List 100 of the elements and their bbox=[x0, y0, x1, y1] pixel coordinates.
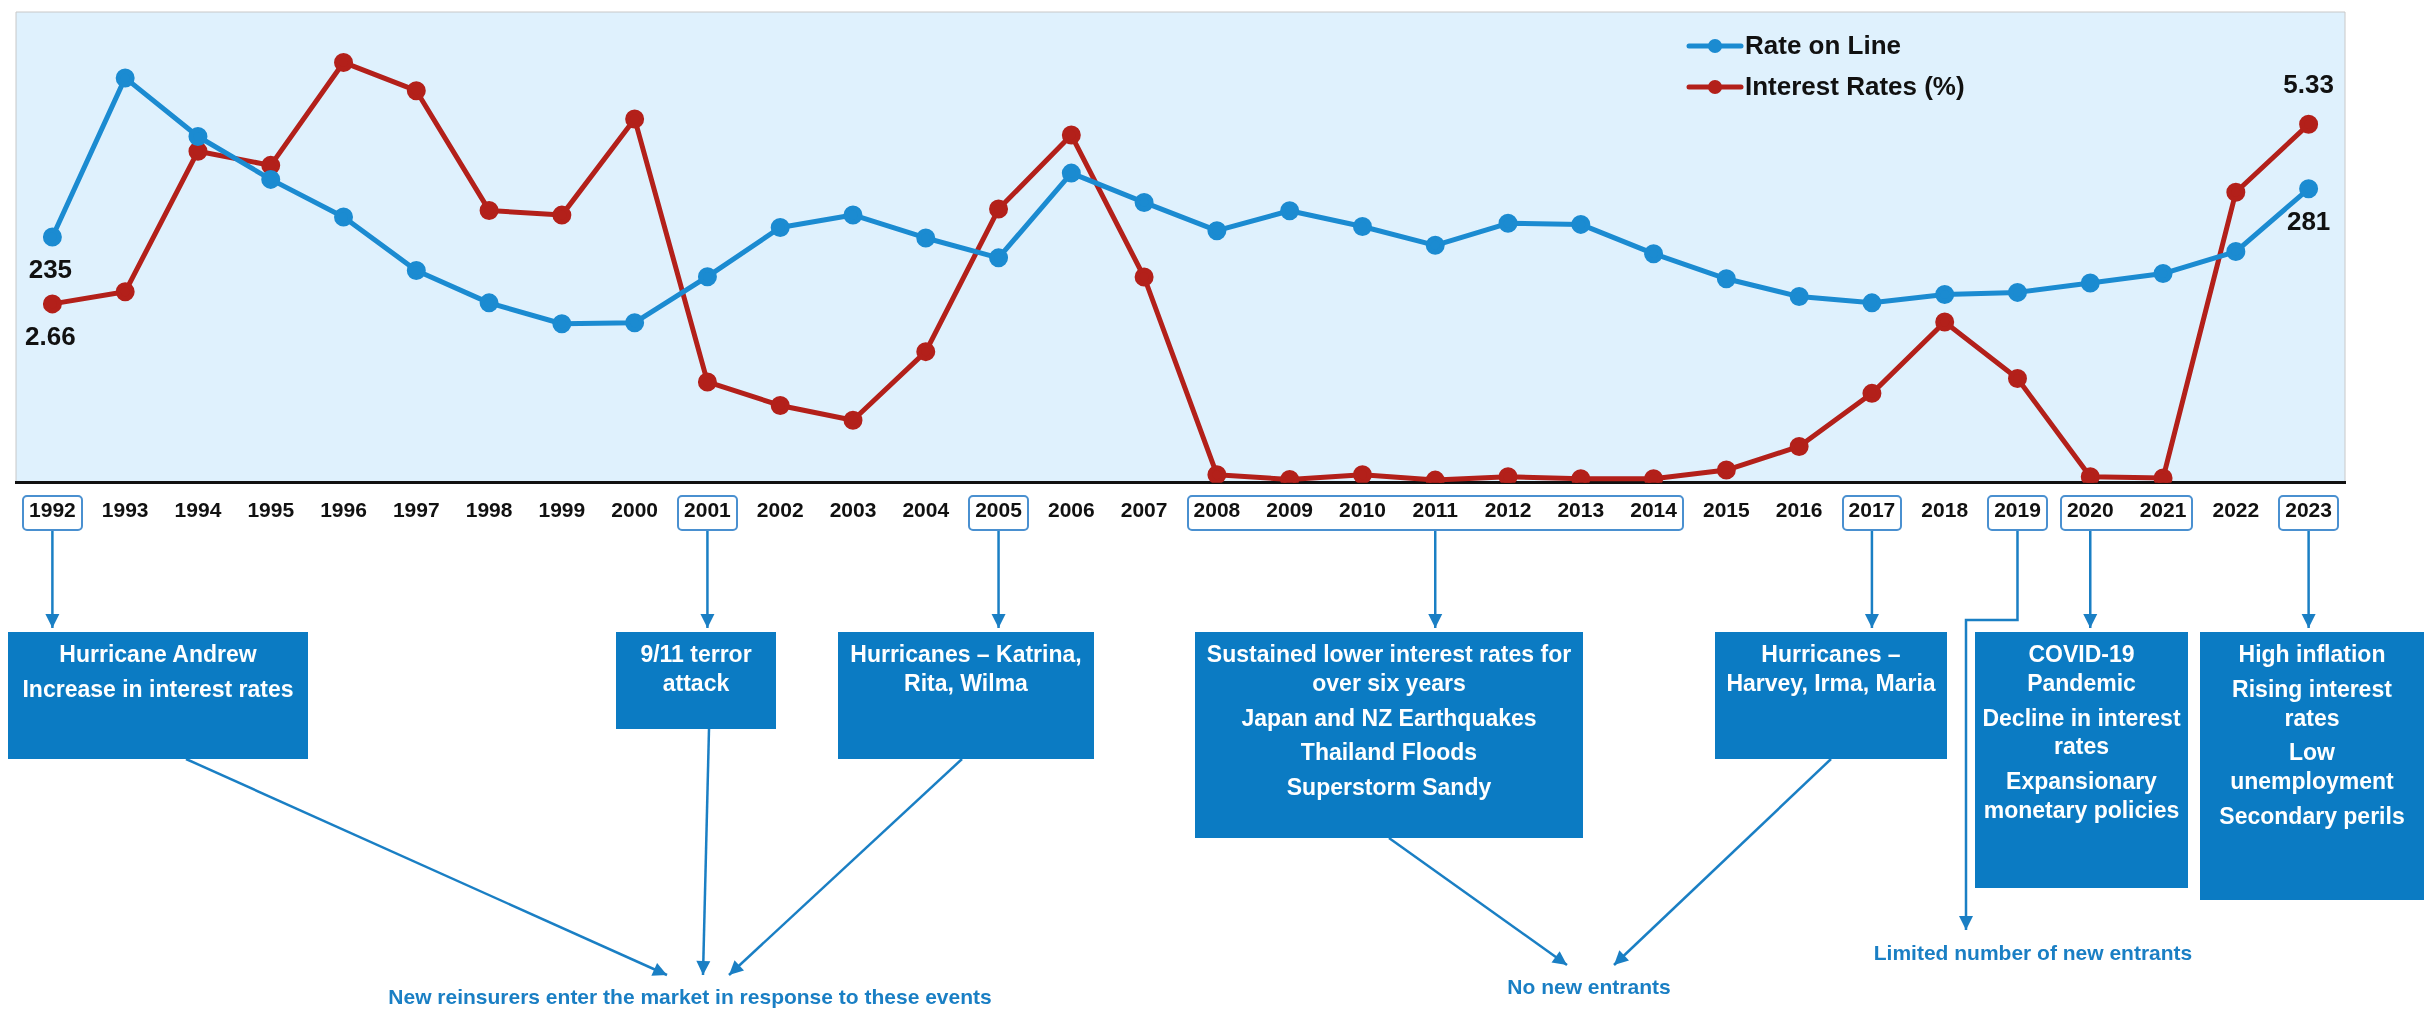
data-label: 281 bbox=[2286, 205, 2331, 236]
x-tick-label: 1997 bbox=[392, 498, 440, 522]
point bbox=[115, 68, 135, 88]
point bbox=[479, 200, 499, 220]
point bbox=[625, 109, 645, 129]
x-tick-label: 2021 bbox=[2139, 498, 2187, 522]
point bbox=[1789, 287, 1809, 307]
text: High inflation Rising interest rates Low unemployment Secondary perils bbox=[2218, 640, 2406, 831]
text: Sustained lower interest rates for over six years Japan and NZ Earthquakes Thailand Floods Superstorm Sandy bbox=[1205, 640, 1573, 802]
point bbox=[1134, 192, 1154, 212]
x-tick-label: 1995 bbox=[247, 498, 295, 522]
x-tick-label: 2011 bbox=[1412, 498, 1459, 522]
point bbox=[2226, 242, 2246, 262]
x-tick-label: 2009 bbox=[1266, 498, 1314, 522]
point bbox=[2226, 182, 2246, 202]
data-label: 2.66 bbox=[25, 321, 76, 352]
point bbox=[1716, 460, 1736, 480]
point bbox=[1134, 267, 1154, 287]
point bbox=[1862, 293, 1882, 313]
text: New reinsurers enter the market in response to these events bbox=[388, 985, 992, 1009]
point bbox=[1935, 312, 1955, 332]
data-label: 235 bbox=[28, 254, 73, 285]
x-tick-label: 2017 bbox=[1848, 498, 1896, 522]
point bbox=[261, 169, 281, 189]
point bbox=[479, 293, 499, 313]
point bbox=[697, 372, 717, 392]
x-tick-label: 2013 bbox=[1557, 498, 1605, 522]
point bbox=[406, 81, 426, 101]
text: No new entrants bbox=[1507, 975, 1671, 999]
x-tick-label: 2010 bbox=[1339, 498, 1386, 522]
x-tick-label: 2020 bbox=[2066, 498, 2114, 522]
point bbox=[188, 141, 208, 161]
legend-label: Interest Rates (%) bbox=[1745, 71, 1965, 102]
x-tick-label: 2015 bbox=[1703, 498, 1751, 522]
x-tick-label: 2018 bbox=[1921, 498, 1969, 522]
point bbox=[916, 228, 936, 248]
point bbox=[334, 207, 354, 227]
x-tick-label: 1993 bbox=[101, 498, 149, 522]
text: COVID-19 Pandemic Decline in interest rates Expansionary monetary policies bbox=[1981, 640, 2182, 825]
x-tick-label: 1992 bbox=[29, 498, 76, 522]
point bbox=[843, 410, 863, 430]
point bbox=[552, 205, 572, 225]
x-tick-label: 2002 bbox=[756, 498, 804, 522]
point bbox=[843, 205, 863, 225]
point bbox=[989, 248, 1009, 268]
point bbox=[1716, 269, 1736, 289]
text: Hurricane Andrew Increase in interest rates bbox=[21, 640, 295, 704]
x-tick-label: 1994 bbox=[174, 498, 222, 522]
x-tick-label: 1996 bbox=[320, 498, 367, 522]
text: Hurricanes – Harvey, Irma, Maria bbox=[1725, 640, 1937, 698]
point bbox=[1862, 383, 1882, 403]
text: Limited number of new entrants bbox=[1873, 941, 2193, 965]
point bbox=[1280, 201, 1300, 221]
data-label: 5.33 bbox=[2283, 69, 2334, 100]
x-tick-label: 2014 bbox=[1630, 498, 1678, 522]
point bbox=[1789, 436, 1809, 456]
text: Hurricanes – Katrina, Rita, Wilma bbox=[849, 640, 1083, 698]
point bbox=[1352, 465, 1372, 483]
point bbox=[1352, 216, 1372, 236]
point bbox=[2299, 114, 2319, 134]
point bbox=[2007, 282, 2027, 302]
x-tick-label: 2016 bbox=[1775, 498, 1823, 522]
point bbox=[1571, 214, 1591, 234]
point bbox=[552, 314, 572, 334]
point bbox=[625, 313, 645, 333]
point bbox=[1061, 125, 1081, 145]
point bbox=[1935, 284, 1955, 304]
point bbox=[1498, 213, 1518, 233]
point bbox=[42, 227, 62, 247]
text: 9/11 terror attack bbox=[639, 640, 753, 698]
x-tick-label: 1998 bbox=[465, 498, 513, 522]
x-tick-label: 2004 bbox=[902, 498, 950, 522]
legend-label: Rate on Line bbox=[1745, 30, 1902, 61]
point bbox=[2080, 273, 2100, 293]
x-tick-label: 2006 bbox=[1047, 498, 1095, 522]
x-tick-label: 2000 bbox=[611, 498, 658, 522]
point bbox=[1644, 244, 1664, 264]
point bbox=[2299, 179, 2319, 199]
x-tick-label: 2023 bbox=[2285, 498, 2332, 522]
point bbox=[261, 155, 281, 175]
point bbox=[697, 267, 717, 287]
point bbox=[1061, 163, 1081, 183]
x-tick-label: 2008 bbox=[1193, 498, 1241, 522]
point bbox=[770, 218, 790, 238]
point bbox=[188, 127, 208, 146]
x-tick-label: 1999 bbox=[538, 498, 586, 522]
point bbox=[770, 395, 790, 415]
x-tick-label: 2001 bbox=[684, 498, 732, 522]
point bbox=[406, 260, 426, 280]
point bbox=[42, 294, 62, 314]
x-tick-label: 2005 bbox=[975, 498, 1023, 522]
x-tick-label: 2019 bbox=[1994, 498, 2041, 522]
x-tick-label: 2012 bbox=[1484, 498, 1532, 522]
x-tick-label: 2022 bbox=[2212, 498, 2260, 522]
point bbox=[2007, 369, 2027, 389]
x-tick-label: 2003 bbox=[829, 498, 877, 522]
point bbox=[1207, 221, 1227, 241]
point bbox=[1207, 465, 1227, 483]
point bbox=[1425, 235, 1445, 255]
point bbox=[115, 282, 135, 302]
